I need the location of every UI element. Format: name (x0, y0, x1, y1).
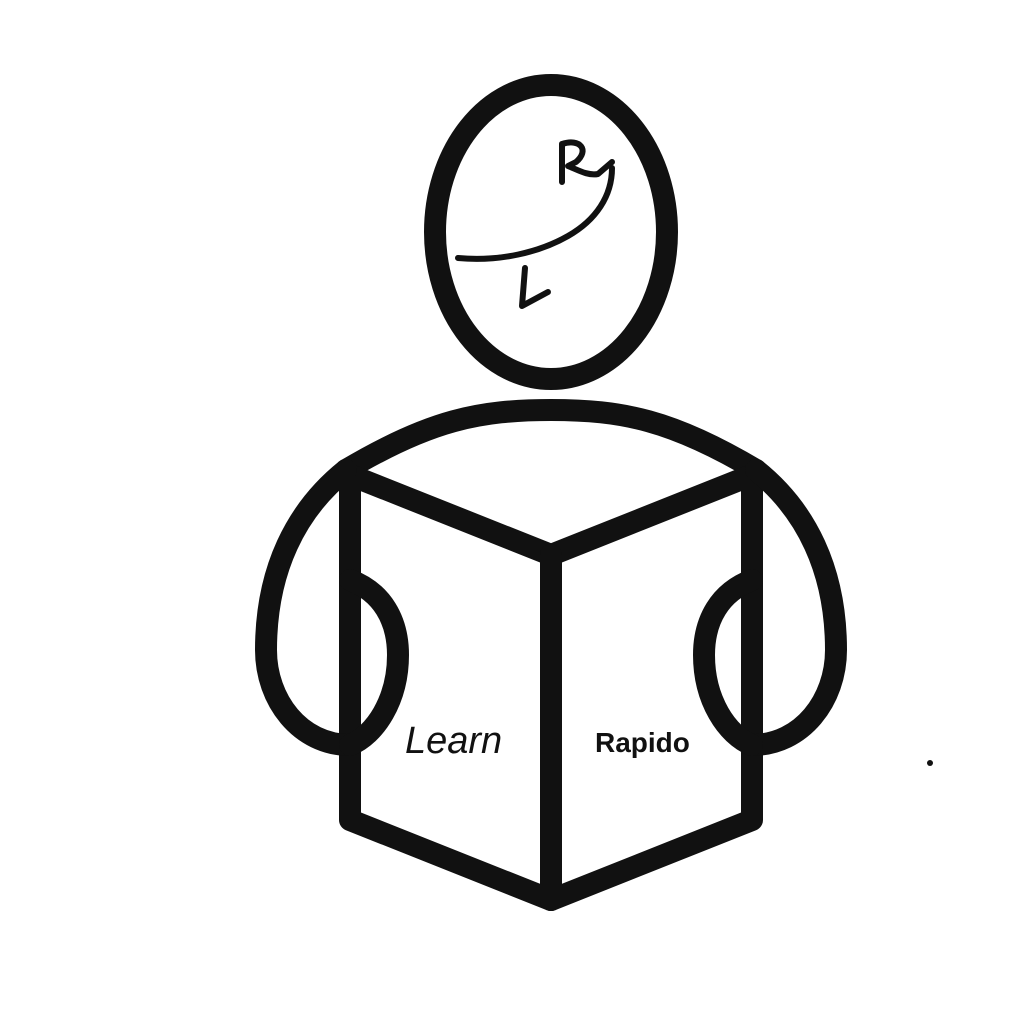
rapido-label: Rapido (595, 727, 690, 758)
left-hand (339, 569, 409, 756)
book-right-page (540, 464, 763, 911)
monogram-r-icon (559, 139, 615, 185)
stray-dot (927, 760, 933, 766)
book-left-page (339, 464, 562, 911)
shoulders-arc (335, 399, 767, 481)
monogram-l-icon (519, 265, 551, 309)
head-oval (424, 74, 678, 390)
learn-label: Learn (405, 720, 502, 762)
left-arm (255, 459, 361, 756)
right-arm (741, 459, 847, 756)
right-hand (693, 569, 763, 756)
monogram-curve (455, 165, 615, 262)
